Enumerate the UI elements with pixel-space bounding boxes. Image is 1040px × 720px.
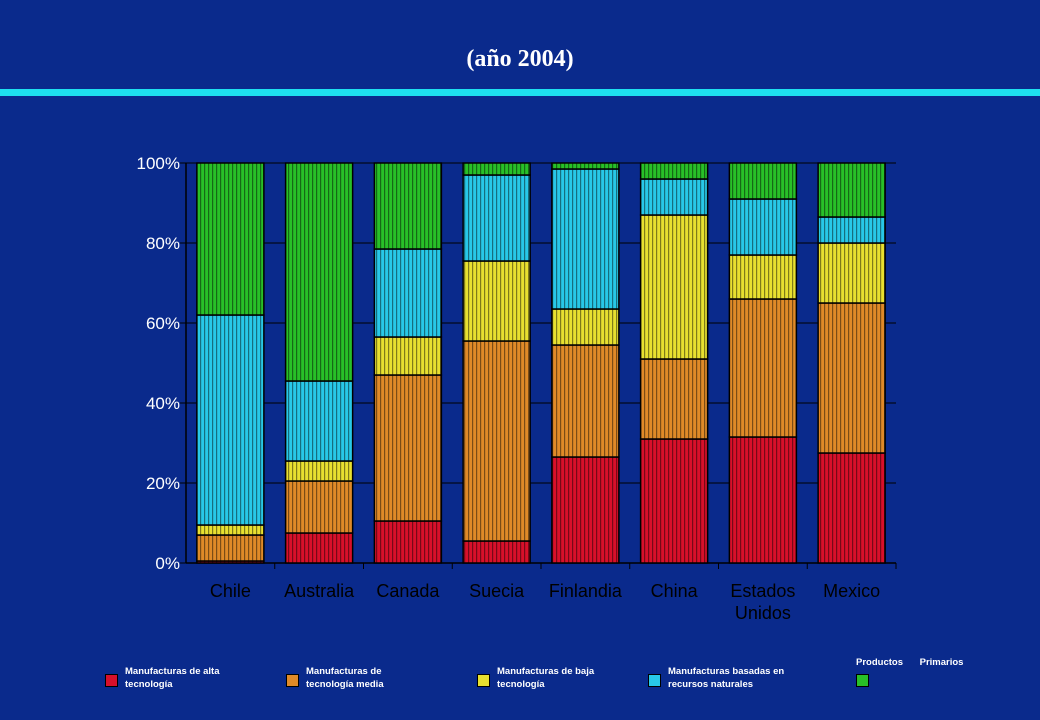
- bar-segment-texture: [196, 561, 264, 563]
- bar-segment-texture: [551, 169, 619, 309]
- bar-segment-texture: [818, 303, 886, 453]
- x-tick-label: Finlandia: [549, 581, 623, 601]
- x-tick-label: Chile: [210, 581, 251, 601]
- tick-labels: 0% 20% 40% 60% 80% 100% Chile Australia Canada Su…: [137, 154, 881, 623]
- bar-segment-texture: [818, 217, 886, 243]
- bar-segment-texture: [640, 359, 708, 439]
- chart-title: (año 2004): [466, 46, 574, 72]
- legend-swatch-baja: [477, 674, 490, 687]
- bars: [196, 162, 886, 564]
- bar-segment-texture: [196, 525, 264, 535]
- bar-segment-texture: [285, 533, 353, 563]
- legend-swatch-alta: [105, 674, 118, 687]
- bar-segment-texture: [551, 345, 619, 457]
- y-tick-label: 40%: [146, 394, 180, 413]
- x-tick-label: Mexico: [823, 581, 880, 601]
- bar-segment-texture: [729, 163, 797, 199]
- y-tick-label: 100%: [137, 154, 180, 173]
- bar-segment-texture: [374, 337, 442, 375]
- legend-swatch-recursos: [648, 674, 661, 687]
- x-tick-label: Australia: [284, 581, 355, 601]
- bar-segment-texture: [729, 255, 797, 299]
- bar-segment-texture: [463, 175, 531, 261]
- bar-segment-texture: [818, 243, 886, 303]
- bar-segment-texture: [463, 341, 531, 541]
- legend-label-alta: Manufacturas de alta tecnología: [125, 666, 220, 690]
- bar-segment-texture: [374, 249, 442, 337]
- x-tick-label: Unidos: [735, 603, 791, 623]
- bar-segment-texture: [196, 315, 264, 525]
- bar-segment-texture: [285, 381, 353, 461]
- legend-label-media: Manufacturas de tecnología media: [306, 666, 384, 690]
- bar-segment-texture: [729, 199, 797, 255]
- bar-segment-texture: [640, 179, 708, 215]
- stacked-bar-chart: 0% 20% 40% 60% 80% 100% Chile Australia Canada Su…: [137, 154, 897, 623]
- legend-item-baja: Manufacturas de baja tecnología: [477, 665, 607, 691]
- legend-item-alta: Manufacturas de alta tecnología: [105, 665, 235, 691]
- y-tick-label: 80%: [146, 234, 180, 253]
- bar-segment-texture: [640, 215, 708, 359]
- bar-segment-texture: [729, 299, 797, 437]
- y-tick-label: 0%: [155, 554, 180, 573]
- y-tick-label: 60%: [146, 314, 180, 333]
- bar-segment-texture: [551, 457, 619, 563]
- bar-segment-texture: [463, 541, 531, 563]
- bar-segment-texture: [463, 163, 531, 175]
- bar-segment-texture: [640, 163, 708, 179]
- legend-item-recursos: Manufacturas basadas en recursos natural…: [648, 665, 788, 691]
- bar-segment-texture: [640, 439, 708, 563]
- bar-segment-texture: [551, 163, 619, 169]
- legend-label-baja: Manufacturas de baja tecnología: [497, 666, 595, 690]
- legend-item-media: Manufacturas de tecnología media: [286, 665, 416, 691]
- legend-swatch-primarios: [856, 674, 869, 687]
- bar-segment-texture: [196, 535, 264, 561]
- legend-item-primarios: Productos Primarios: [856, 657, 986, 687]
- y-tick-label: 20%: [146, 474, 180, 493]
- bar-segment-texture: [374, 521, 442, 563]
- legend-label-recursos: Manufacturas basadas en recursos natural…: [668, 666, 785, 690]
- bar-segment-texture: [818, 453, 886, 563]
- bar-segment-texture: [374, 375, 442, 521]
- bar-segment-texture: [729, 437, 797, 563]
- legend-swatch-media: [286, 674, 299, 687]
- bar-segment-texture: [551, 309, 619, 345]
- bar-segment-texture: [285, 481, 353, 533]
- bar-segment-texture: [196, 163, 264, 315]
- x-tick-label: Suecia: [469, 581, 525, 601]
- bar-segment-texture: [818, 163, 886, 217]
- title-underline: [0, 89, 1040, 96]
- legend-label-primarios: Productos Primarios: [856, 657, 964, 668]
- bar-segment-texture: [285, 163, 353, 381]
- x-tick-label: Estados: [730, 581, 795, 601]
- x-tick-label: Canada: [376, 581, 440, 601]
- x-tick-label: China: [651, 581, 699, 601]
- bar-segment-texture: [285, 461, 353, 481]
- bar-segment-texture: [463, 261, 531, 341]
- bar-segment-texture: [374, 163, 442, 249]
- legend: Manufacturas de alta tecnología Manufact…: [0, 657, 1040, 705]
